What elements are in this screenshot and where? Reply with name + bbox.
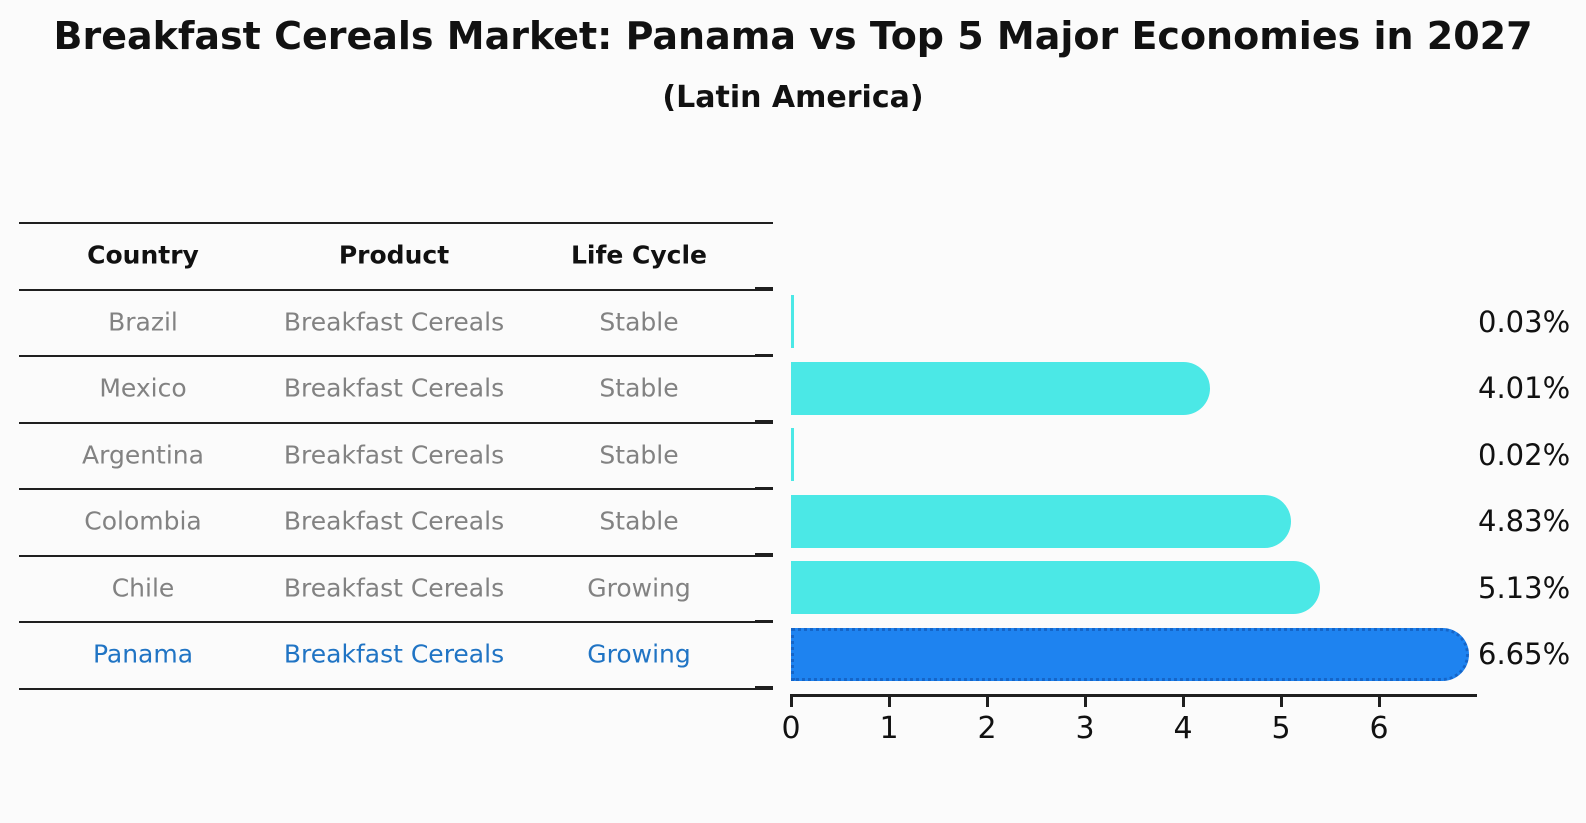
table-header-country: Country xyxy=(87,240,199,270)
bar-value-label: 5.13% xyxy=(1478,570,1571,605)
y-tick xyxy=(755,686,773,689)
bar-brazil xyxy=(791,295,794,349)
x-tick xyxy=(887,694,891,707)
table-cell: Breakfast Cereals xyxy=(283,506,505,536)
y-tick xyxy=(755,553,773,556)
table-cell: Chile xyxy=(111,573,175,603)
x-tick-label: 0 xyxy=(781,711,801,746)
bar-mexico xyxy=(791,361,1211,415)
table-rule xyxy=(19,355,773,357)
table-cell: Breakfast Cereals xyxy=(283,440,505,470)
chart-subtitle: (Latin America) xyxy=(662,80,924,115)
x-tick-label: 1 xyxy=(879,711,899,746)
bar-chile xyxy=(791,561,1321,615)
x-tick xyxy=(789,694,793,707)
table-cell: Stable xyxy=(599,440,679,470)
x-tick xyxy=(985,694,989,707)
x-tick xyxy=(1279,694,1283,707)
bar-value-label: 4.01% xyxy=(1478,371,1571,406)
table-cell: Breakfast Cereals xyxy=(283,307,505,337)
table-cell: Brazil xyxy=(108,307,178,337)
table-cell: Stable xyxy=(599,373,679,403)
y-tick xyxy=(755,486,773,490)
table-cell: Colombia xyxy=(84,506,202,536)
table-cell: Breakfast Cereals xyxy=(283,639,505,669)
table-rule xyxy=(19,288,773,291)
x-tick xyxy=(1083,694,1087,707)
y-tick xyxy=(755,619,773,623)
table-rule xyxy=(19,554,773,557)
bar-value-label: 0.03% xyxy=(1478,304,1571,339)
x-tick-label: 6 xyxy=(1369,711,1389,746)
table-header-product: Product xyxy=(338,240,450,270)
table-cell: Growing xyxy=(587,639,691,669)
x-tick-label: 2 xyxy=(977,711,997,746)
x-tick-label: 5 xyxy=(1271,711,1291,746)
table-header-life-cycle: Life Cycle xyxy=(570,240,708,270)
y-tick xyxy=(755,287,773,290)
bar-colombia xyxy=(791,494,1291,548)
x-tick-label: 3 xyxy=(1075,711,1095,746)
y-tick xyxy=(755,353,773,357)
bar-value-label: 4.83% xyxy=(1478,504,1571,539)
table-rule xyxy=(19,488,773,490)
table-cell: Breakfast Cereals xyxy=(283,573,505,603)
table-cell: Mexico xyxy=(99,373,187,403)
x-tick-label: 4 xyxy=(1173,711,1193,746)
y-tick xyxy=(755,420,773,423)
bar-highlighted-panama xyxy=(791,627,1470,681)
bar-value-label: 6.65% xyxy=(1478,637,1571,672)
bar-argentina xyxy=(791,428,794,482)
table-cell: Stable xyxy=(599,506,679,536)
bar-value-label: 0.02% xyxy=(1478,437,1571,472)
table-cell: Stable xyxy=(599,307,679,337)
x-axis-line xyxy=(791,694,1477,697)
table-cell: Growing xyxy=(587,573,691,603)
chart-title: Breakfast Cereals Market: Panama vs Top … xyxy=(53,14,1533,58)
table-rule xyxy=(19,687,773,690)
x-tick xyxy=(1181,694,1185,707)
x-tick xyxy=(1377,694,1381,707)
table-rule xyxy=(19,621,773,623)
table-cell: Panama xyxy=(92,639,194,669)
table-cell: Breakfast Cereals xyxy=(283,373,505,403)
table-rule xyxy=(19,421,773,424)
table-rule xyxy=(19,222,773,224)
table-cell: Argentina xyxy=(82,440,204,470)
